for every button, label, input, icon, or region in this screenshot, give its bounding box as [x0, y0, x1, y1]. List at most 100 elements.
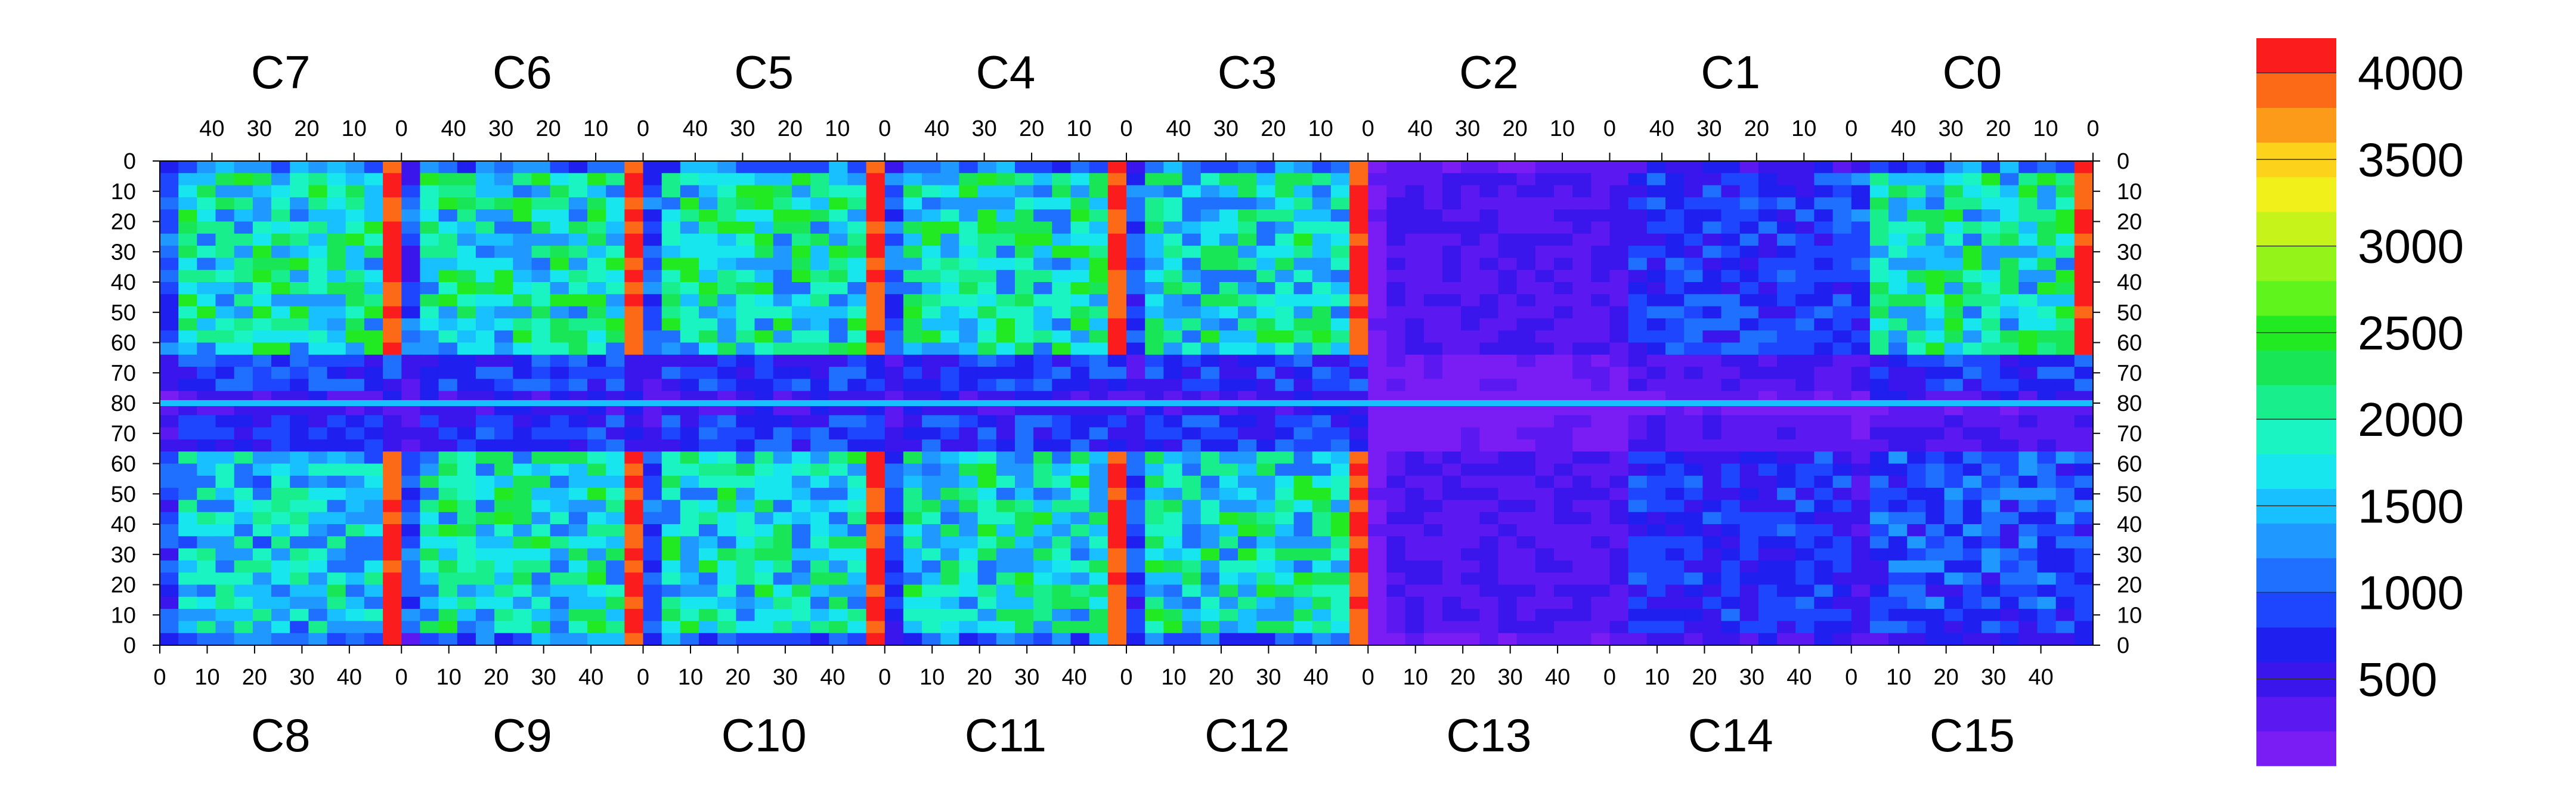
heatmap-cell — [290, 318, 309, 331]
heatmap-cell — [308, 294, 328, 307]
heatmap-cell — [996, 233, 1015, 246]
heatmap-cell — [1665, 572, 1685, 586]
heatmap-cell — [1795, 415, 1815, 428]
heatmap-cell — [1052, 270, 1072, 283]
heatmap-cell — [1219, 439, 1239, 452]
heatmap-cell — [290, 609, 309, 621]
heatmap-cell — [1777, 282, 1796, 295]
heatmap-cell — [513, 318, 532, 331]
heatmap-cell — [420, 379, 439, 392]
x-tick-label-bottom: 10 — [436, 665, 462, 690]
x-tick-label-bottom: 40 — [1061, 665, 1086, 690]
heatmap-cell — [1182, 451, 1202, 465]
heatmap-cell — [1200, 500, 1220, 513]
heatmap-cell — [531, 294, 551, 307]
heatmap-cell — [2018, 161, 2038, 174]
heatmap-cell — [1182, 294, 1202, 307]
heatmap-cell — [1554, 427, 1573, 440]
heatmap-cell — [1089, 403, 1109, 416]
heatmap-cell — [1869, 330, 1889, 343]
heatmap-cell — [457, 439, 476, 452]
heatmap-cell — [1126, 415, 1145, 428]
heatmap-cell — [1293, 403, 1313, 416]
heatmap-cell — [1665, 270, 1685, 283]
heatmap-cell — [327, 463, 346, 476]
heatmap-cell — [903, 379, 922, 392]
heatmap-cell — [884, 246, 904, 258]
y-tick-label-left: 30 — [111, 240, 136, 265]
heatmap-cell — [1981, 463, 2001, 476]
heatmap-cell — [940, 488, 960, 500]
heatmap-cell — [420, 233, 439, 246]
y-tick-label-left: 10 — [111, 603, 136, 628]
heatmap-cell — [1070, 560, 1090, 573]
heatmap-cell — [829, 403, 848, 416]
heatmap-cell-hot — [624, 572, 644, 586]
heatmap-cell — [531, 621, 551, 634]
heatmap-cell — [1145, 342, 1164, 355]
heatmap-cell — [457, 560, 476, 573]
heatmap-cell — [1312, 233, 1332, 246]
heatmap-cell — [699, 451, 718, 465]
heatmap-cell — [791, 354, 811, 367]
heatmap-cell — [680, 379, 699, 392]
heatmap-cell — [1312, 258, 1332, 271]
heatmap-cell — [438, 246, 458, 258]
heatmap-cell — [1609, 536, 1629, 549]
heatmap-cell — [996, 439, 1015, 452]
heatmap-cell — [1869, 209, 1889, 222]
heatmap-cell — [754, 294, 774, 307]
heatmap-cell — [717, 367, 736, 379]
heatmap-cell — [1758, 451, 1778, 465]
heatmap-cell — [531, 173, 551, 186]
heatmap-cell — [1015, 451, 1034, 465]
heatmap-cell — [773, 572, 792, 586]
heatmap-cell — [1646, 524, 1666, 537]
heatmap-cell — [699, 439, 718, 452]
heatmap-cell — [754, 221, 774, 234]
heatmap-cell — [1405, 572, 1425, 586]
heatmap-cell — [1628, 294, 1648, 307]
heatmap-cell — [513, 294, 532, 307]
heatmap-cell — [940, 367, 960, 379]
heatmap-cell — [345, 294, 365, 307]
heatmap-cell — [1442, 354, 1462, 367]
heatmap-cell — [1330, 221, 1350, 234]
heatmap-cell — [1925, 488, 1945, 500]
y-tick-label-right: 10 — [2117, 179, 2142, 205]
heatmap-cell — [829, 415, 848, 428]
heatmap-plot — [159, 160, 2094, 646]
y-tick-label-right: 30 — [2117, 240, 2142, 265]
heatmap-cell — [1145, 270, 1164, 283]
heatmap-cell — [271, 451, 290, 465]
heatmap-cell — [197, 197, 216, 210]
heatmap-cell — [1498, 330, 1518, 343]
heatmap-cell — [1944, 488, 1964, 500]
heatmap-cell — [829, 379, 848, 392]
heatmap-cell — [680, 173, 699, 186]
heatmap-cell — [977, 282, 997, 295]
heatmap-cell — [252, 415, 272, 428]
heatmap-cell — [1925, 209, 1945, 222]
heatmap-cell — [1330, 185, 1350, 198]
heatmap-cell — [531, 427, 551, 440]
heatmap-cell — [1851, 584, 1871, 597]
heatmap-cell — [1182, 354, 1202, 367]
heatmap-cell — [1591, 221, 1611, 234]
colorbar-swatch — [2256, 349, 2336, 385]
heatmap-cell — [1015, 572, 1034, 586]
heatmap-cell — [1777, 512, 1796, 525]
heatmap-cell — [1386, 209, 1406, 222]
heatmap-cell — [420, 548, 439, 561]
y-tick-label-right: 70 — [2117, 361, 2142, 386]
heatmap-cell — [1033, 524, 1052, 537]
heatmap-cell — [1330, 161, 1350, 174]
heatmap-cell — [2037, 536, 2057, 549]
y-tick-label-left: 20 — [111, 573, 136, 598]
heatmap-cell — [271, 294, 290, 307]
heatmap-cell — [327, 475, 346, 488]
heatmap-cell — [550, 330, 569, 343]
heatmap-cell — [791, 621, 811, 634]
heatmap-cell — [1070, 584, 1090, 597]
heatmap-cell — [1033, 560, 1052, 573]
